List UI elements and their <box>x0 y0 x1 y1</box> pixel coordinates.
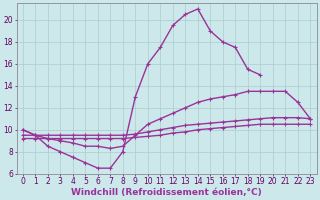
X-axis label: Windchill (Refroidissement éolien,°C): Windchill (Refroidissement éolien,°C) <box>71 188 262 197</box>
